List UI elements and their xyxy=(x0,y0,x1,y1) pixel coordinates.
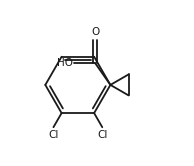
Text: O: O xyxy=(91,27,99,37)
Text: Cl: Cl xyxy=(48,130,59,140)
Text: Cl: Cl xyxy=(97,130,107,140)
Text: HO: HO xyxy=(57,58,73,68)
